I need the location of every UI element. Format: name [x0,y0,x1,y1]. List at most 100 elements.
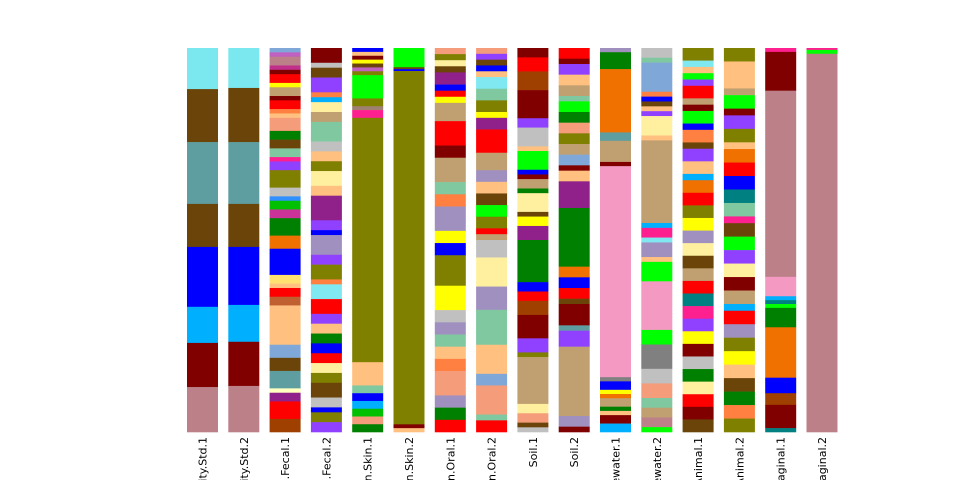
bar-segment [269,170,301,188]
bar-segment [269,218,301,236]
bar-segment [434,230,466,244]
bar-segment [682,243,714,257]
bar-segment [352,416,384,425]
bar-segment [558,48,590,59]
bar-an.Skin.1 [352,48,384,433]
bar-segment [765,90,797,278]
bar-segment [682,110,714,124]
bar-segment [600,398,631,407]
bar-segment [723,223,755,237]
bar-segment [434,322,466,335]
bar-segment [558,96,590,102]
bar-segment [310,264,342,280]
bar-segment [723,189,755,204]
bar-segment [352,117,384,363]
bar-segment [269,305,301,346]
bar-segment [558,112,590,123]
bar-segment [600,377,631,382]
bar-segment [310,254,342,265]
bar-segment [476,216,508,229]
bar-segment [765,304,797,309]
bar-segment [806,53,838,433]
bar-segment [476,129,508,154]
bar-segment [476,344,508,375]
bar-segment [641,62,673,93]
bar-segment [517,179,549,189]
x-tick-label: nity.Std.1 [197,437,210,480]
bar-segment [187,306,218,344]
bar-segment [393,48,425,68]
bar-segment [641,101,673,107]
bar-segment [558,58,590,65]
bar-segment [682,85,714,99]
bar-segment [600,406,631,412]
bar-segment [269,148,301,158]
bar-segment [641,111,673,117]
bar-segment [352,67,384,72]
bar-segment [723,162,755,177]
bar-segment [434,102,466,122]
bar-segment [228,203,260,248]
bar-segment [723,290,755,305]
bar-segment [600,166,631,378]
bar-segment [434,310,466,323]
bar-segment [641,222,673,229]
bar-segment [434,145,466,159]
bar-segment [393,428,425,433]
bar-segment [723,202,755,217]
bar-segment [558,133,590,145]
bar-segment [558,325,590,331]
bar-segment [641,417,673,428]
bar-segment [310,151,342,162]
bar-segment [269,288,301,298]
bar-segment [434,243,466,256]
bar-segment [682,343,714,357]
bar-segment [682,268,714,282]
bar-segment [476,59,508,66]
bar-segment [310,422,342,433]
bar-segment [310,141,342,152]
bar-nity.Std.2 [228,48,260,433]
bar-segment [228,142,260,205]
bar-segment [434,182,466,195]
bar-segment [723,405,755,419]
bar-segment [269,418,301,433]
x-tick-labels: nity.Std.1 nity.Std.2 n.Fecal.1 n.Fecal.2 an… [197,437,830,480]
bar-segment [310,353,342,364]
bar-segment [476,373,508,386]
bar-segment [310,67,342,78]
bar-segment [517,300,549,316]
bar-segment [476,181,508,194]
bar-segment [600,48,631,53]
bar-segment [310,284,342,300]
bar-segment [641,281,673,331]
bar-segment [269,82,301,88]
bar-segment [558,154,590,166]
bar-segment [641,427,673,433]
bar-segment [352,424,384,433]
bar-segment [641,227,673,238]
bar-segment [682,306,714,319]
bar-segment [269,274,301,284]
bar-segment [310,121,342,142]
bar-segment [558,266,590,278]
bar-an.Oral.1 [434,48,466,433]
bar-segment [187,89,218,143]
bar-segment [310,382,342,398]
bar-segment [434,84,466,91]
bar-segment [228,385,260,433]
bar-segment [228,87,260,143]
bar-segment [723,61,755,89]
bar-segment [476,170,508,183]
bar-segment [310,343,342,354]
bar-segment [352,400,384,410]
bar-segment [269,296,301,306]
bar-segment [641,242,673,258]
x-tick-label: n.Fecal.1 [279,437,292,480]
bar-segment [352,55,384,60]
bar-segment [434,255,466,287]
bar-segment [723,176,755,190]
bar-segment [310,313,342,324]
bar-segment [269,130,301,140]
